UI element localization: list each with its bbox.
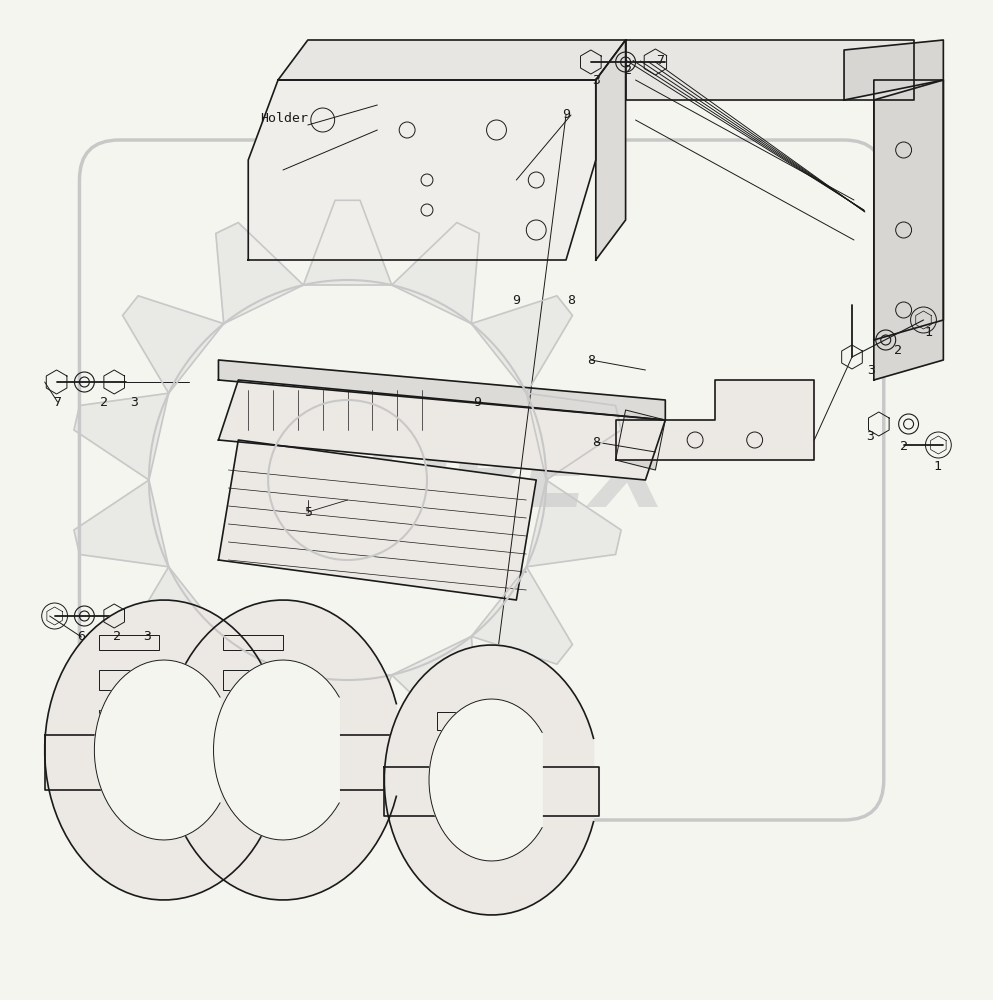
Text: 3: 3 — [867, 363, 875, 376]
Polygon shape — [45, 735, 283, 790]
Text: 9: 9 — [473, 395, 481, 408]
Bar — [437, 712, 492, 730]
Polygon shape — [596, 40, 626, 260]
Polygon shape — [248, 80, 596, 260]
Polygon shape — [94, 660, 220, 840]
Polygon shape — [73, 480, 169, 567]
Text: 1: 1 — [933, 460, 941, 473]
Polygon shape — [392, 636, 480, 737]
Polygon shape — [218, 360, 665, 420]
Polygon shape — [472, 567, 573, 664]
Bar — [144, 798, 164, 810]
Bar — [437, 742, 492, 760]
Text: Holder: Holder — [260, 112, 308, 125]
Bar — [223, 670, 283, 690]
Polygon shape — [472, 296, 573, 393]
Polygon shape — [526, 480, 622, 567]
Text: 1: 1 — [924, 326, 932, 338]
Text: 7: 7 — [54, 395, 62, 408]
Polygon shape — [218, 380, 665, 480]
Polygon shape — [164, 735, 402, 790]
Polygon shape — [73, 393, 169, 480]
Polygon shape — [278, 40, 626, 80]
Polygon shape — [874, 80, 943, 380]
Polygon shape — [213, 660, 340, 840]
Polygon shape — [384, 645, 594, 915]
Polygon shape — [844, 40, 943, 100]
Text: 2: 2 — [113, 631, 121, 644]
Text: 9: 9 — [512, 294, 520, 306]
Bar — [99, 635, 159, 650]
Bar — [223, 710, 283, 730]
Text: 2: 2 — [894, 344, 902, 357]
Text: 6: 6 — [77, 631, 85, 644]
Polygon shape — [616, 380, 814, 460]
Polygon shape — [164, 600, 396, 900]
Text: 3: 3 — [143, 631, 151, 644]
Bar — [99, 670, 159, 690]
Text: 7: 7 — [656, 53, 664, 66]
Polygon shape — [215, 223, 303, 324]
Text: 3: 3 — [866, 430, 874, 444]
Bar — [437, 805, 462, 820]
Text: 8: 8 — [592, 436, 600, 448]
Polygon shape — [429, 699, 542, 861]
Polygon shape — [45, 600, 277, 900]
Text: 2: 2 — [100, 395, 108, 408]
Text: OPEX: OPEX — [364, 432, 668, 528]
Bar — [442, 806, 462, 818]
Text: 3: 3 — [592, 74, 600, 87]
Polygon shape — [122, 296, 223, 393]
Polygon shape — [526, 393, 622, 480]
Bar — [223, 635, 283, 650]
Polygon shape — [874, 80, 943, 340]
Polygon shape — [218, 440, 536, 600]
Text: 2: 2 — [900, 440, 908, 452]
Text: 3: 3 — [130, 395, 138, 408]
Text: 8: 8 — [567, 294, 575, 306]
Bar — [99, 710, 159, 730]
Text: 9: 9 — [562, 108, 570, 121]
Polygon shape — [303, 200, 392, 285]
Polygon shape — [303, 675, 392, 760]
Polygon shape — [616, 410, 665, 470]
Polygon shape — [626, 40, 914, 100]
Polygon shape — [392, 223, 480, 324]
Text: 5: 5 — [304, 506, 312, 518]
Text: 8: 8 — [587, 354, 595, 366]
Text: 2: 2 — [624, 64, 632, 77]
Polygon shape — [122, 567, 223, 664]
Polygon shape — [384, 766, 599, 816]
Bar — [134, 800, 159, 815]
Polygon shape — [215, 636, 303, 737]
